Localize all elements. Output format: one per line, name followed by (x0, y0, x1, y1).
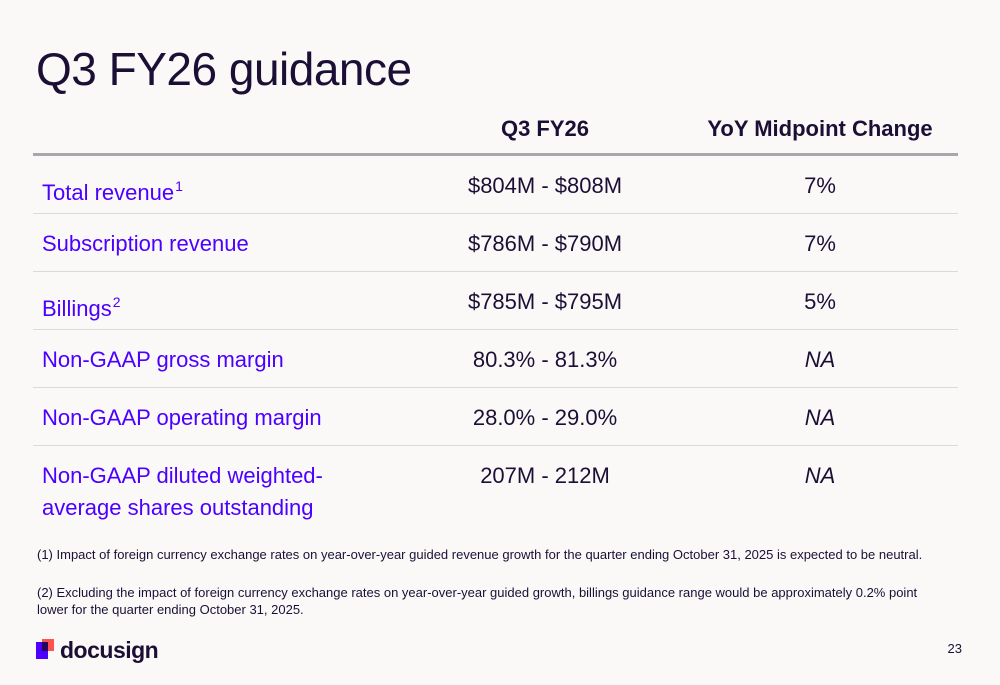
row-label: Subscription revenue (42, 231, 249, 256)
row-value: 207M - 212M (480, 463, 610, 488)
row-value: $786M - $790M (467, 231, 623, 256)
row-label: Non-GAAP operating margin (42, 405, 322, 430)
table-row: Billings2 $785M - $795M 5% (33, 272, 958, 330)
row-value: $785M - $795M (467, 289, 623, 314)
column-header-yoy-change: YoY Midpoint Change (707, 116, 933, 141)
row-label: Non-GAAP gross margin (42, 347, 284, 372)
table-row: Subscription revenue $786M - $790M 7% (33, 214, 958, 272)
docusign-logo-icon (36, 639, 56, 661)
row-change: 5% (804, 289, 836, 314)
docusign-logo: docusign (36, 636, 159, 663)
row-label: Billings2 (42, 294, 121, 321)
row-label: Non-GAAP diluted weighted-average shares… (42, 463, 323, 520)
header-divider (33, 153, 958, 156)
row-value: 80.3% - 81.3% (472, 347, 618, 372)
slide-title: Q3 FY26 guidance (36, 43, 412, 95)
column-header-q3-fy26: Q3 FY26 (500, 116, 590, 141)
row-change: NA (804, 347, 836, 372)
table-row: Non-GAAP diluted weighted-average shares… (33, 446, 958, 526)
footnote-marker: 1 (175, 178, 183, 194)
row-value: $804M - $808M (467, 173, 623, 198)
footnote-1: (1) Impact of foreign currency exchange … (37, 547, 923, 562)
brand-name: docusign (60, 636, 159, 663)
row-change: NA (804, 405, 836, 430)
row-label: Total revenue1 (42, 178, 183, 205)
row-change: 7% (804, 173, 836, 198)
footnote-marker: 2 (112, 294, 121, 310)
table-row: Non-GAAP operating margin 28.0% - 29.0% … (33, 388, 958, 446)
page-number: 23 (947, 641, 962, 656)
table-row: Total revenue1 $804M - $808M 7% (33, 156, 958, 214)
row-change: 7% (804, 231, 836, 256)
row-change: NA (804, 463, 836, 488)
row-value: 28.0% - 29.0% (472, 405, 618, 430)
footnote-2: (2) Excluding the impact of foreign curr… (37, 585, 918, 617)
table-row: Non-GAAP gross margin 80.3% - 81.3% NA (33, 330, 958, 388)
